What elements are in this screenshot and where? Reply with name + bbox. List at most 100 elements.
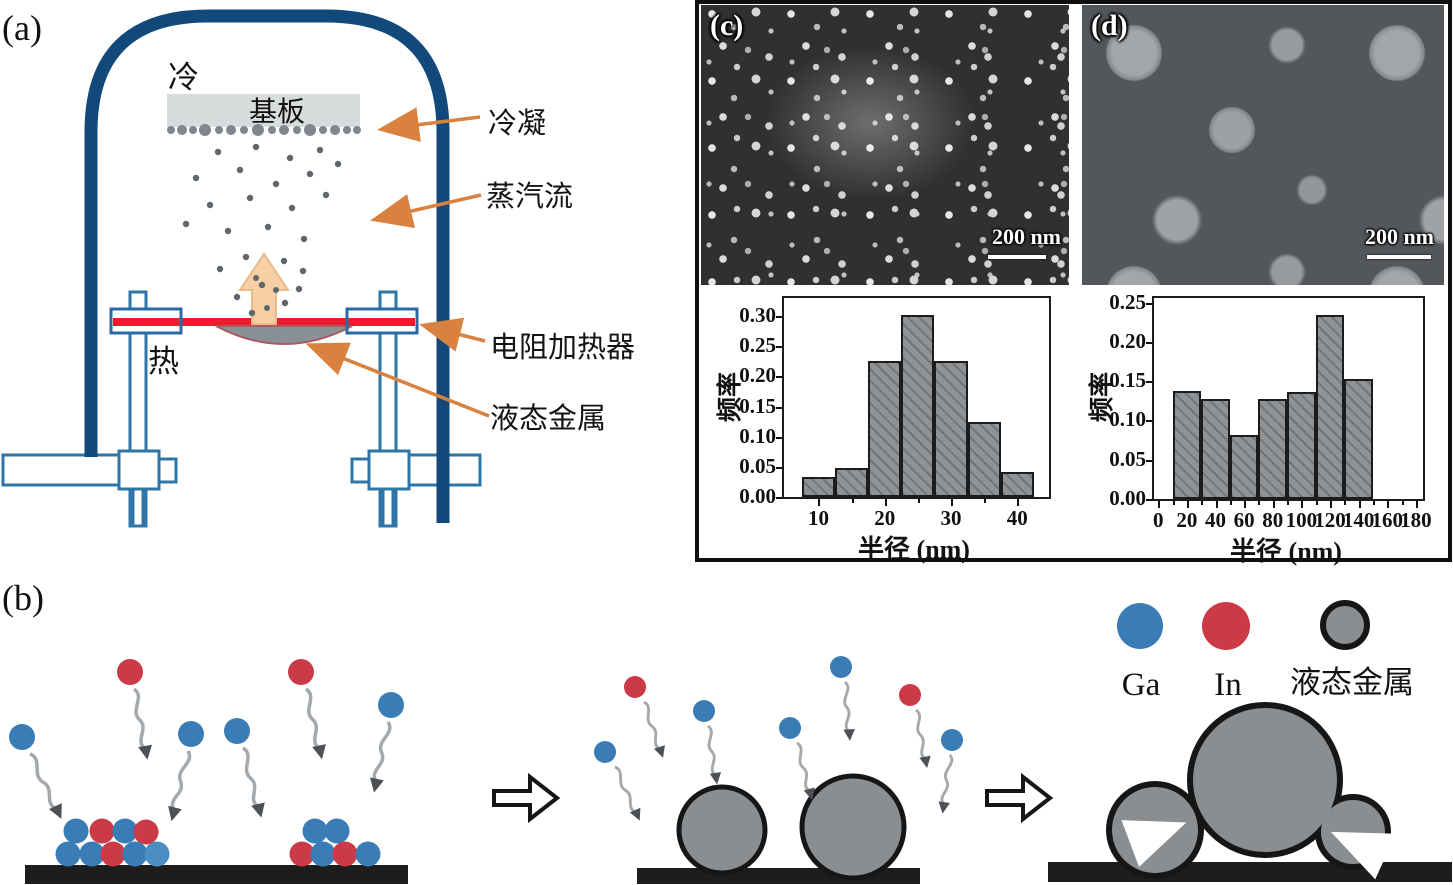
axis-xt: 20 (874, 506, 896, 530)
axis-tkx (1358, 501, 1361, 508)
metal-droplet-large (799, 773, 907, 881)
axis-tkx (1329, 501, 1332, 508)
axis-yt: 0.20 (739, 363, 776, 388)
axis-tky (1146, 459, 1153, 462)
axis-yt: 0.05 (739, 453, 776, 478)
stage3-coalescence (1048, 702, 1452, 882)
condensed-particles (167, 124, 361, 136)
process-arrow-2 (985, 775, 1052, 821)
axis-yt: 0.20 (1109, 328, 1146, 353)
axis-yt: 0.00 (1109, 486, 1146, 510)
hist-bar (1258, 398, 1288, 499)
axis-tky (1146, 341, 1153, 344)
resistance-heater-label: 电阻加热器 (490, 331, 635, 364)
histogram-d-plot-area (1152, 296, 1425, 501)
axis-yt: 0.15 (739, 393, 776, 418)
panel-d-label: (d) (1091, 9, 1128, 42)
axis-tkx (1301, 501, 1304, 508)
axis-tkx (884, 499, 887, 506)
feedthrough-blocks (117, 449, 411, 491)
vapor-rise-arrow (238, 252, 290, 325)
axis-yt: 0.10 (1109, 407, 1146, 432)
cold-label: 冷 (168, 60, 199, 95)
axis-yt: 0.25 (1109, 289, 1146, 314)
axis-tkx (1272, 501, 1275, 508)
hist-bar (868, 361, 902, 497)
vapor-flow-label: 蒸汽流 (486, 180, 573, 213)
legend: Ga In 液态金属 (1117, 600, 1414, 703)
scale-bar-line-c (988, 255, 1046, 259)
legend-ga-swatch (1117, 603, 1163, 649)
hist-bar (1172, 391, 1202, 499)
hist-bar (967, 421, 1001, 497)
legend-in-swatch (1202, 602, 1250, 650)
hist-bar (1315, 315, 1345, 499)
panel-b-mechanism-diagram: (b) (2, 578, 1452, 884)
axis-tkx (1201, 501, 1204, 505)
hist-bar (801, 476, 835, 497)
axis-tkx (1344, 501, 1347, 505)
axis-tkx (1401, 501, 1404, 505)
coalescence-arrow-left (1121, 820, 1187, 867)
axis-tky (776, 346, 783, 349)
axis-xt: 20 (1176, 508, 1198, 532)
scale-bar-text-c: 200 nm (991, 224, 1061, 249)
axis-tky (776, 497, 783, 499)
histogram-c-xlabel: 半径 (nm) (858, 535, 970, 564)
sem-image-c: (c) 200 nm (701, 5, 1069, 285)
axis-tkx (1017, 499, 1020, 506)
axis-xt: 180 (1400, 508, 1432, 532)
axis-tkx (917, 499, 920, 503)
sem-image-d: (d) 200 nm (1082, 5, 1444, 285)
panel-a-apparatus-diagram: (a) 冷 基板 热 冷凝 蒸汽流 电阻加热器 液态金属 (1, 8, 635, 528)
annotation-arrows (305, 107, 490, 418)
axis-xt: 160 (1371, 508, 1403, 532)
panel-b-label: (b) (2, 578, 44, 618)
axis-tkx (818, 499, 821, 506)
axis-yt: 0.15 (1109, 368, 1146, 393)
axis-xt: 100 (1285, 508, 1318, 532)
histogram-d-xlabel: 半径 (nm) (1230, 537, 1342, 566)
hist-bar (1000, 471, 1034, 497)
axis-yt: 0.25 (739, 333, 776, 358)
condensation-label: 冷凝 (488, 107, 546, 140)
axis-tkx (851, 499, 854, 503)
hist-bar (1201, 398, 1230, 499)
wire-clamp-borders (109, 307, 419, 335)
axis-tkx (1372, 501, 1375, 505)
axis-tky (1146, 420, 1153, 423)
axis-tky (776, 436, 783, 439)
axis-xt: 40 (1006, 506, 1028, 530)
hot-label: 热 (148, 344, 179, 379)
legend-liquid-metal-swatch (1320, 600, 1370, 650)
axis-tky (1146, 499, 1153, 501)
axis-yt: 0.00 (739, 484, 776, 508)
falling-atoms-1 (9, 659, 404, 825)
axis-tky (776, 376, 783, 379)
scale-bar-text-d: 200 nm (1364, 224, 1434, 249)
axis-tky (1146, 302, 1153, 305)
coalescence-arrow-right (1330, 831, 1396, 880)
histogram-d: 频率 半径 (nm) 0 20 40 60 80 100 120 140 160 180 0.00 0… (1071, 288, 1448, 566)
substrate-bar-1 (25, 865, 408, 884)
axis-tky (1146, 381, 1153, 384)
stage2-droplet-growth (594, 656, 963, 884)
axis-xt: 10 (807, 506, 829, 530)
hist-bar (1287, 392, 1316, 499)
hist-bar (1229, 435, 1259, 499)
vacuum-chamber-wall (84, 9, 450, 523)
hist-bar (901, 314, 935, 497)
panel-c-label: (c) (710, 9, 744, 42)
histogram-c: 频率 半径 (nm) 10 20 30 40 0.00 0.05 0.10 0.15 0.20 0… (699, 290, 1071, 564)
axis-tky (776, 316, 783, 319)
legend-in-label: In (1214, 667, 1242, 703)
axis-xt: 60 (1233, 508, 1255, 532)
axis-tkx (1215, 501, 1218, 508)
axis-tkx (1244, 501, 1247, 508)
axis-tkx (1258, 501, 1261, 505)
legend-ga-label: Ga (1122, 667, 1161, 703)
axis-tkx (1186, 501, 1189, 508)
panel-a-label: (a) (2, 8, 42, 48)
vapor-particles (182, 143, 342, 317)
